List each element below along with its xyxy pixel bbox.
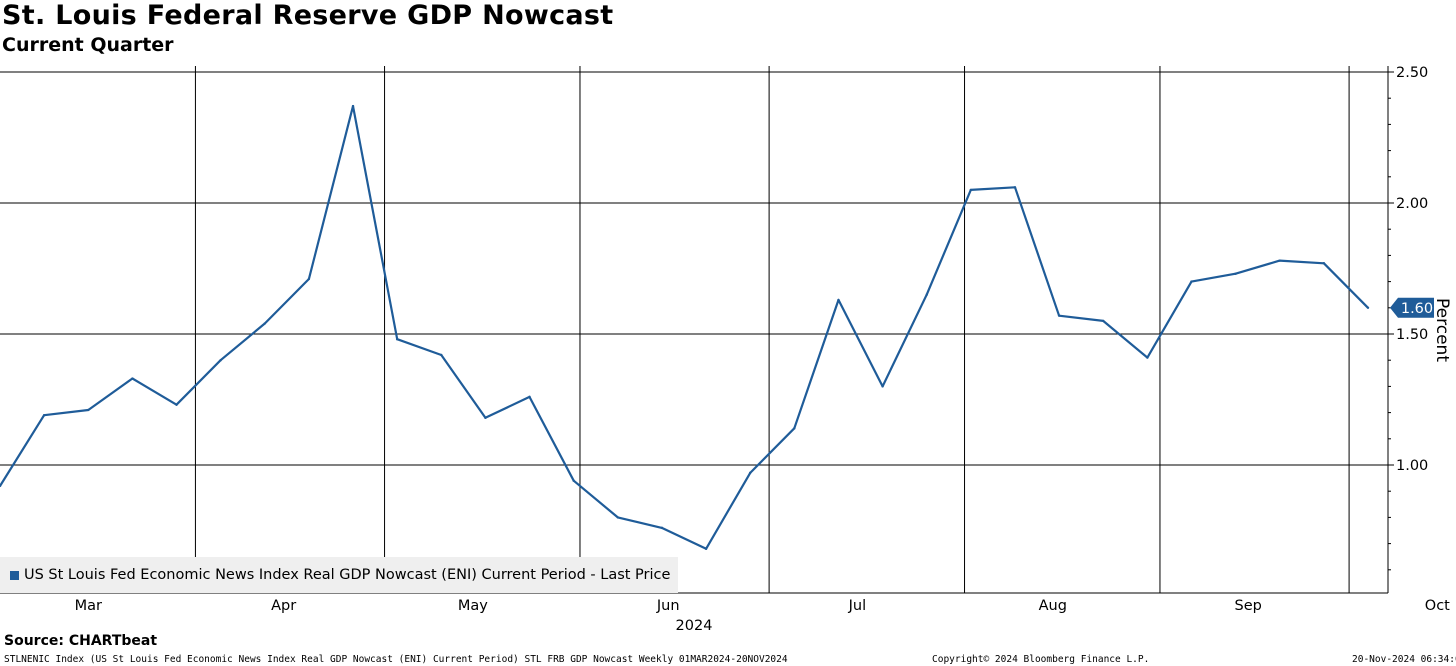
x-tick-label: May <box>458 598 488 614</box>
x-tick-label: Mar <box>75 598 102 614</box>
last-price-label: 1.60 <box>1401 301 1433 317</box>
data-point <box>175 403 178 406</box>
chart-legend: US St Louis Fed Economic News Index Real… <box>0 557 678 593</box>
x-tick-label: Sep <box>1235 598 1262 614</box>
data-point <box>881 385 884 388</box>
x-tick-label: Apr <box>271 598 296 614</box>
data-point <box>1013 186 1017 189</box>
data-point <box>42 414 46 417</box>
data-point <box>395 338 399 341</box>
data-point <box>131 377 134 380</box>
data-point <box>1057 314 1061 317</box>
data-point <box>484 416 487 420</box>
y-tick-label: 2.50 <box>1396 65 1428 81</box>
source-label: Source: CHARTbeat <box>4 633 158 649</box>
x-tick-label: Oct <box>1425 598 1450 614</box>
last-price-tag <box>1390 297 1434 318</box>
data-point <box>969 188 973 192</box>
data-point <box>572 479 575 482</box>
data-point <box>0 484 2 488</box>
data-point <box>219 359 222 362</box>
data-point <box>837 298 840 302</box>
legend-series-label: US St Louis Fed Economic News Index Real… <box>24 567 671 583</box>
data-point <box>1234 272 1237 275</box>
data-point <box>87 408 90 412</box>
y-tick-label: 1.00 <box>1396 458 1428 474</box>
data-point <box>793 427 796 430</box>
footer-copyright: Copyright© 2024 Bloomberg Finance L.P. <box>932 654 1150 665</box>
series-line <box>0 104 1369 550</box>
data-point <box>1190 280 1193 283</box>
chart-title: St. Louis Federal Reserve GDP Nowcast <box>2 0 614 31</box>
data-point <box>1102 319 1105 323</box>
footer-description: STLNENIC Index (US St Louis Fed Economic… <box>4 654 788 665</box>
x-tick-label: Jun <box>656 598 680 614</box>
y-tick-label: 2.00 <box>1396 196 1428 212</box>
data-point <box>1146 356 1149 359</box>
data-point <box>263 322 266 325</box>
data-point <box>1322 262 1326 265</box>
data-point <box>440 353 443 357</box>
data-point <box>351 104 355 108</box>
data-point <box>748 471 752 475</box>
data-point <box>704 547 708 551</box>
data-point <box>1278 259 1281 262</box>
data-point <box>616 516 620 519</box>
footer-timestamp: 20-Nov-2024 06:34:04 <box>1352 654 1456 665</box>
data-point <box>660 526 664 530</box>
x-tick-label: Jul <box>848 598 867 614</box>
x-tick-label: Aug <box>1039 598 1067 614</box>
y-tick-label: 1.50 <box>1396 327 1428 343</box>
x-axis-label: 2024 <box>676 618 713 634</box>
y-axis-title: Percent <box>1432 298 1452 362</box>
legend-swatch <box>10 570 19 580</box>
data-point <box>528 395 531 399</box>
data-point <box>925 293 928 296</box>
chart-subtitle: Current Quarter <box>2 34 174 56</box>
data-point <box>1366 306 1370 309</box>
data-point <box>307 277 311 281</box>
